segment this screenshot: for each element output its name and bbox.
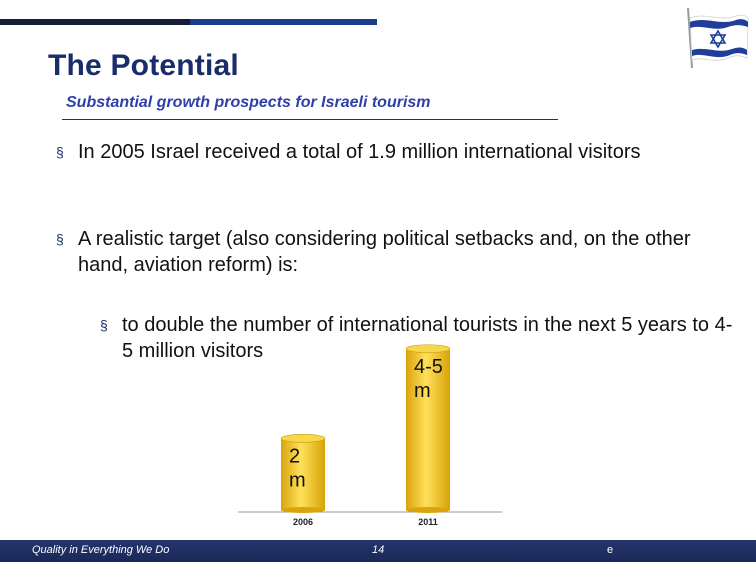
bullet-marker: §	[56, 144, 64, 160]
top-accent-bar-blue	[190, 19, 377, 25]
bar-top-cap	[280, 434, 326, 443]
bullet-text: A realistic target (also considering pol…	[78, 228, 691, 276]
sub-bullet-text: to double the number of international to…	[122, 314, 733, 362]
subtitle-divider	[62, 119, 558, 120]
israel-flag-icon	[687, 7, 749, 68]
bar-2011	[406, 348, 450, 510]
slide-title: The Potential	[48, 49, 239, 82]
footer-bar: Quality in Everything We Do 14 e	[0, 540, 756, 562]
bar-2006	[281, 438, 325, 510]
footer-tagline: Quality in Everything We Do	[32, 544, 170, 556]
bar-top-cap	[405, 344, 451, 354]
sub-bullet-item: § to double the number of international …	[100, 312, 740, 364]
bullet-marker: §	[100, 317, 108, 333]
page-number: 14	[372, 544, 385, 556]
bar-data-label: m	[289, 469, 306, 491]
x-tick-label: 2006	[293, 517, 313, 527]
bar-data-label: m	[414, 380, 431, 402]
top-accent-bar-dark	[0, 19, 190, 25]
bullet-text: In 2005 Israel received a total of 1.9 m…	[78, 141, 641, 163]
bar-data-label: 2	[289, 445, 300, 467]
bar-base-cap	[406, 507, 450, 513]
bullet-marker: §	[56, 231, 64, 247]
bullet-item: § A realistic target (also considering p…	[56, 226, 736, 278]
x-tick-label: 2011	[418, 517, 438, 527]
footer-right-text: e	[607, 544, 614, 556]
bullet-item: § In 2005 Israel received a total of 1.9…	[56, 139, 696, 165]
bar-base-cap	[281, 507, 325, 513]
slide-subtitle: Substantial growth prospects for Israeli…	[66, 94, 431, 111]
bar-data-label: 4-5	[414, 356, 443, 378]
